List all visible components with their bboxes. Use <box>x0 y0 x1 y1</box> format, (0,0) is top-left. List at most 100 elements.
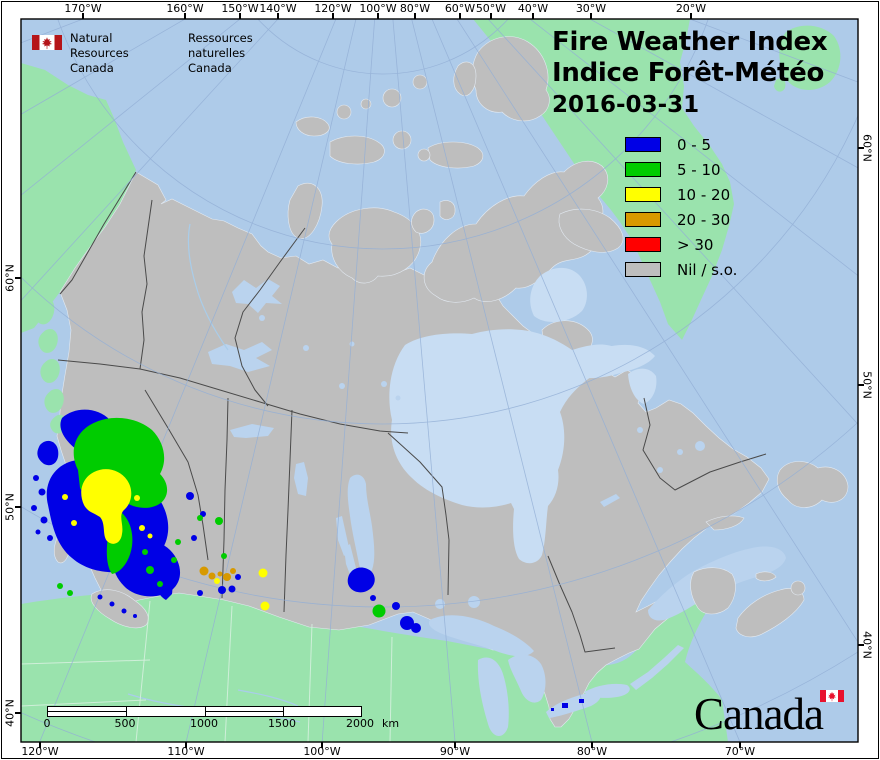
anticosti-island <box>705 515 745 531</box>
lougheed-island <box>360 98 372 110</box>
lon-label-top: 60°W <box>444 2 476 15</box>
lake-winnipeg <box>347 474 375 574</box>
lon-label-bottom: 110°W <box>167 745 205 758</box>
lakes-layer <box>208 267 786 736</box>
iceland-island <box>779 25 841 90</box>
dept-fr-line1: Ressources naturelles <box>188 31 253 60</box>
tick-mark-left <box>15 506 21 508</box>
scalebar-label: 500 <box>114 717 136 730</box>
lon-label-top: 20°W <box>675 2 707 15</box>
tick-mark-top <box>82 13 84 19</box>
sixtieth-parallel-border <box>57 359 409 434</box>
tick-mark-bottom <box>591 742 593 748</box>
tick-mark-top <box>184 13 186 19</box>
legend-swatch <box>625 262 661 277</box>
hudson-bay <box>389 329 618 564</box>
wordmark-flag-icon <box>820 690 844 702</box>
smallwood-reservoir <box>695 441 705 451</box>
bathurst-island <box>392 130 412 150</box>
foxe-basin <box>530 267 587 323</box>
tick-mark-top <box>690 13 692 19</box>
mackenzie-river <box>187 223 229 351</box>
scale-bar-divider <box>126 707 127 716</box>
victoria-island <box>328 207 422 284</box>
lake-athabasca <box>230 424 274 438</box>
tick-mark-top <box>332 13 334 19</box>
manitoba-ontario-border <box>387 432 450 596</box>
legend-label: > 30 <box>677 236 714 254</box>
somerset-island <box>439 200 456 220</box>
quebec-labrador-border <box>642 397 767 491</box>
prince-patrick-island <box>295 116 330 137</box>
new-brunswick <box>690 567 736 615</box>
map-title-french: Indice Forêt-Météo <box>552 58 825 88</box>
fwi-class-10-20-area <box>62 469 270 611</box>
yukon-nwt-border <box>139 199 153 370</box>
lon-label-bottom: 120°W <box>21 745 59 758</box>
st-lawrence-river <box>630 645 684 690</box>
lake-michigan <box>477 657 509 736</box>
lake-mistassini <box>600 494 620 507</box>
legend-swatch <box>625 237 661 252</box>
melville-island <box>329 135 385 165</box>
cape-breton-island <box>790 580 806 596</box>
tick-mark-bottom <box>739 742 741 748</box>
lon-label-top: 80°W <box>399 2 431 15</box>
legend-swatch <box>625 162 661 177</box>
fwi-class-20-30-area <box>199 566 236 581</box>
lon-label-bottom: 70°W <box>724 745 756 758</box>
lake-of-the-woods <box>435 599 445 609</box>
dept-en-line1: Natural Resources <box>70 31 129 60</box>
shield-lake <box>303 345 309 351</box>
scale-bar-midline <box>205 711 283 712</box>
newfoundland-island <box>776 461 849 508</box>
bc-alberta-border <box>144 389 209 561</box>
dept-en-line2: Canada <box>70 61 114 75</box>
iceland-islet <box>774 78 786 92</box>
lon-label-bottom: 80°W <box>576 745 608 758</box>
tick-mark-top <box>590 13 592 19</box>
saskatchewan-manitoba-border <box>283 409 293 613</box>
department-name-english: Natural Resources Canada <box>70 31 129 76</box>
cornwallis-island <box>417 148 431 162</box>
cumberland-peninsula <box>558 208 624 253</box>
alaska-landmass <box>21 63 136 333</box>
mackenzie-king-island <box>336 104 352 120</box>
us-river <box>237 689 299 707</box>
map-date: 2016-03-31 <box>552 92 700 118</box>
alaska-panhandle-island <box>38 328 58 353</box>
alaska-panhandle-island <box>34 297 55 325</box>
tick-mark-bottom <box>454 742 456 748</box>
reindeer-lake <box>294 462 308 496</box>
quebec-lake <box>637 427 643 433</box>
alaska-panhandle-island <box>40 358 60 383</box>
ontario-quebec-border <box>547 555 616 653</box>
shield-lake <box>395 395 401 401</box>
scale-bar-midline <box>48 711 126 712</box>
tick-mark-bottom <box>39 742 41 748</box>
prince-of-wales-island <box>411 208 435 234</box>
alberta-saskatchewan-border <box>221 397 229 599</box>
quebec-lake <box>657 467 663 473</box>
lake-nipigon <box>468 596 480 608</box>
lake-ontario <box>584 683 630 698</box>
lon-label-top: 40°W <box>517 2 549 15</box>
legend-label: 0 - 5 <box>677 136 712 154</box>
us-state-line <box>21 699 147 707</box>
tick-mark-right <box>858 147 864 149</box>
alaska-yukon-border <box>59 171 137 295</box>
us-state-line <box>389 636 393 742</box>
legend-swatch <box>625 212 661 227</box>
amund-ringnes-island <box>412 74 428 90</box>
prince-edward-island <box>755 571 777 582</box>
scale-bar-divider <box>283 707 284 716</box>
ellef-ringnes-island <box>382 88 402 108</box>
department-name-french: Ressources naturelles Canada <box>188 31 253 76</box>
tick-mark-top <box>459 13 461 19</box>
legend-label: 20 - 30 <box>677 211 731 229</box>
lon-label-top: 170°W <box>64 2 102 15</box>
hudson-strait <box>558 344 655 379</box>
us-state-line <box>307 623 313 742</box>
map-title-english: Fire Weather Index <box>552 27 828 57</box>
